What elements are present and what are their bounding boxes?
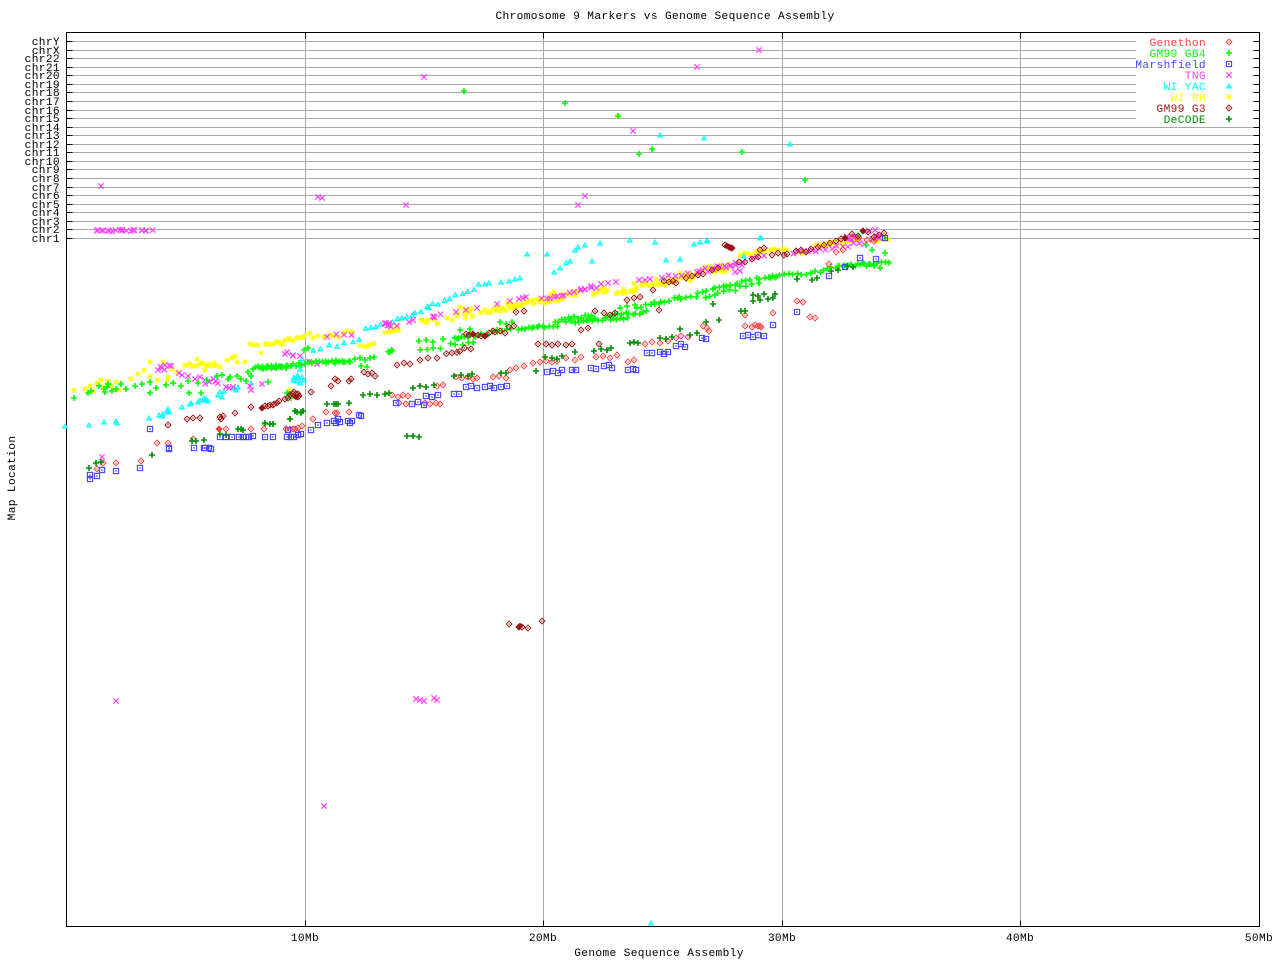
svg-text:chr13: chr13 [25,131,60,143]
svg-text:chr9: chr9 [32,165,60,177]
svg-text:Chromosome 9 Markers vs Genome: Chromosome 9 Markers vs Genome Sequence … [495,11,834,23]
svg-text:chr18: chr18 [25,88,60,100]
svg-text:chr15: chr15 [25,114,60,126]
svg-text:GM99 GB4: GM99 GB4 [1149,49,1206,61]
svg-text:chr7: chr7 [32,183,60,195]
svg-text:chrY: chrY [32,37,60,49]
svg-text:chr11: chr11 [25,148,60,160]
svg-text:Genethon: Genethon [1149,38,1206,50]
svg-text:chr21: chr21 [25,63,60,75]
svg-text:chr3: chr3 [32,217,60,229]
svg-text:Genome Sequence Assembly: Genome Sequence Assembly [574,948,744,960]
svg-text:chr16: chr16 [25,106,60,118]
svg-text:chr8: chr8 [32,174,60,186]
svg-text:40Mb: 40Mb [1006,933,1034,945]
svg-text:WI YAC: WI YAC [1164,82,1206,94]
svg-text:chr10: chr10 [25,157,60,169]
svg-text:chr22: chr22 [25,54,60,66]
svg-text:TNG: TNG [1185,71,1206,83]
svg-text:GM99 G3: GM99 G3 [1157,104,1206,116]
svg-text:chrX: chrX [32,46,60,58]
svg-text:30Mb: 30Mb [768,933,796,945]
svg-text:DeCODE: DeCODE [1164,115,1206,127]
svg-text:chr2: chr2 [32,225,60,237]
svg-text:WI RH: WI RH [1171,93,1206,105]
svg-text:chr14: chr14 [25,123,60,135]
svg-text:chr6: chr6 [32,191,60,203]
svg-text:chr17: chr17 [25,97,60,109]
svg-text:Map Location: Map Location [7,436,19,521]
svg-text:20Mb: 20Mb [529,933,557,945]
svg-text:chr12: chr12 [25,140,60,152]
svg-text:chr4: chr4 [32,208,60,220]
svg-text:Marshfield: Marshfield [1135,60,1206,72]
svg-text:50Mb: 50Mb [1245,933,1273,945]
svg-text:chr5: chr5 [32,200,60,212]
svg-text:chr20: chr20 [25,71,60,83]
svg-text:chr1: chr1 [32,234,60,246]
svg-text:chr19: chr19 [25,80,60,92]
svg-text:10Mb: 10Mb [291,933,319,945]
